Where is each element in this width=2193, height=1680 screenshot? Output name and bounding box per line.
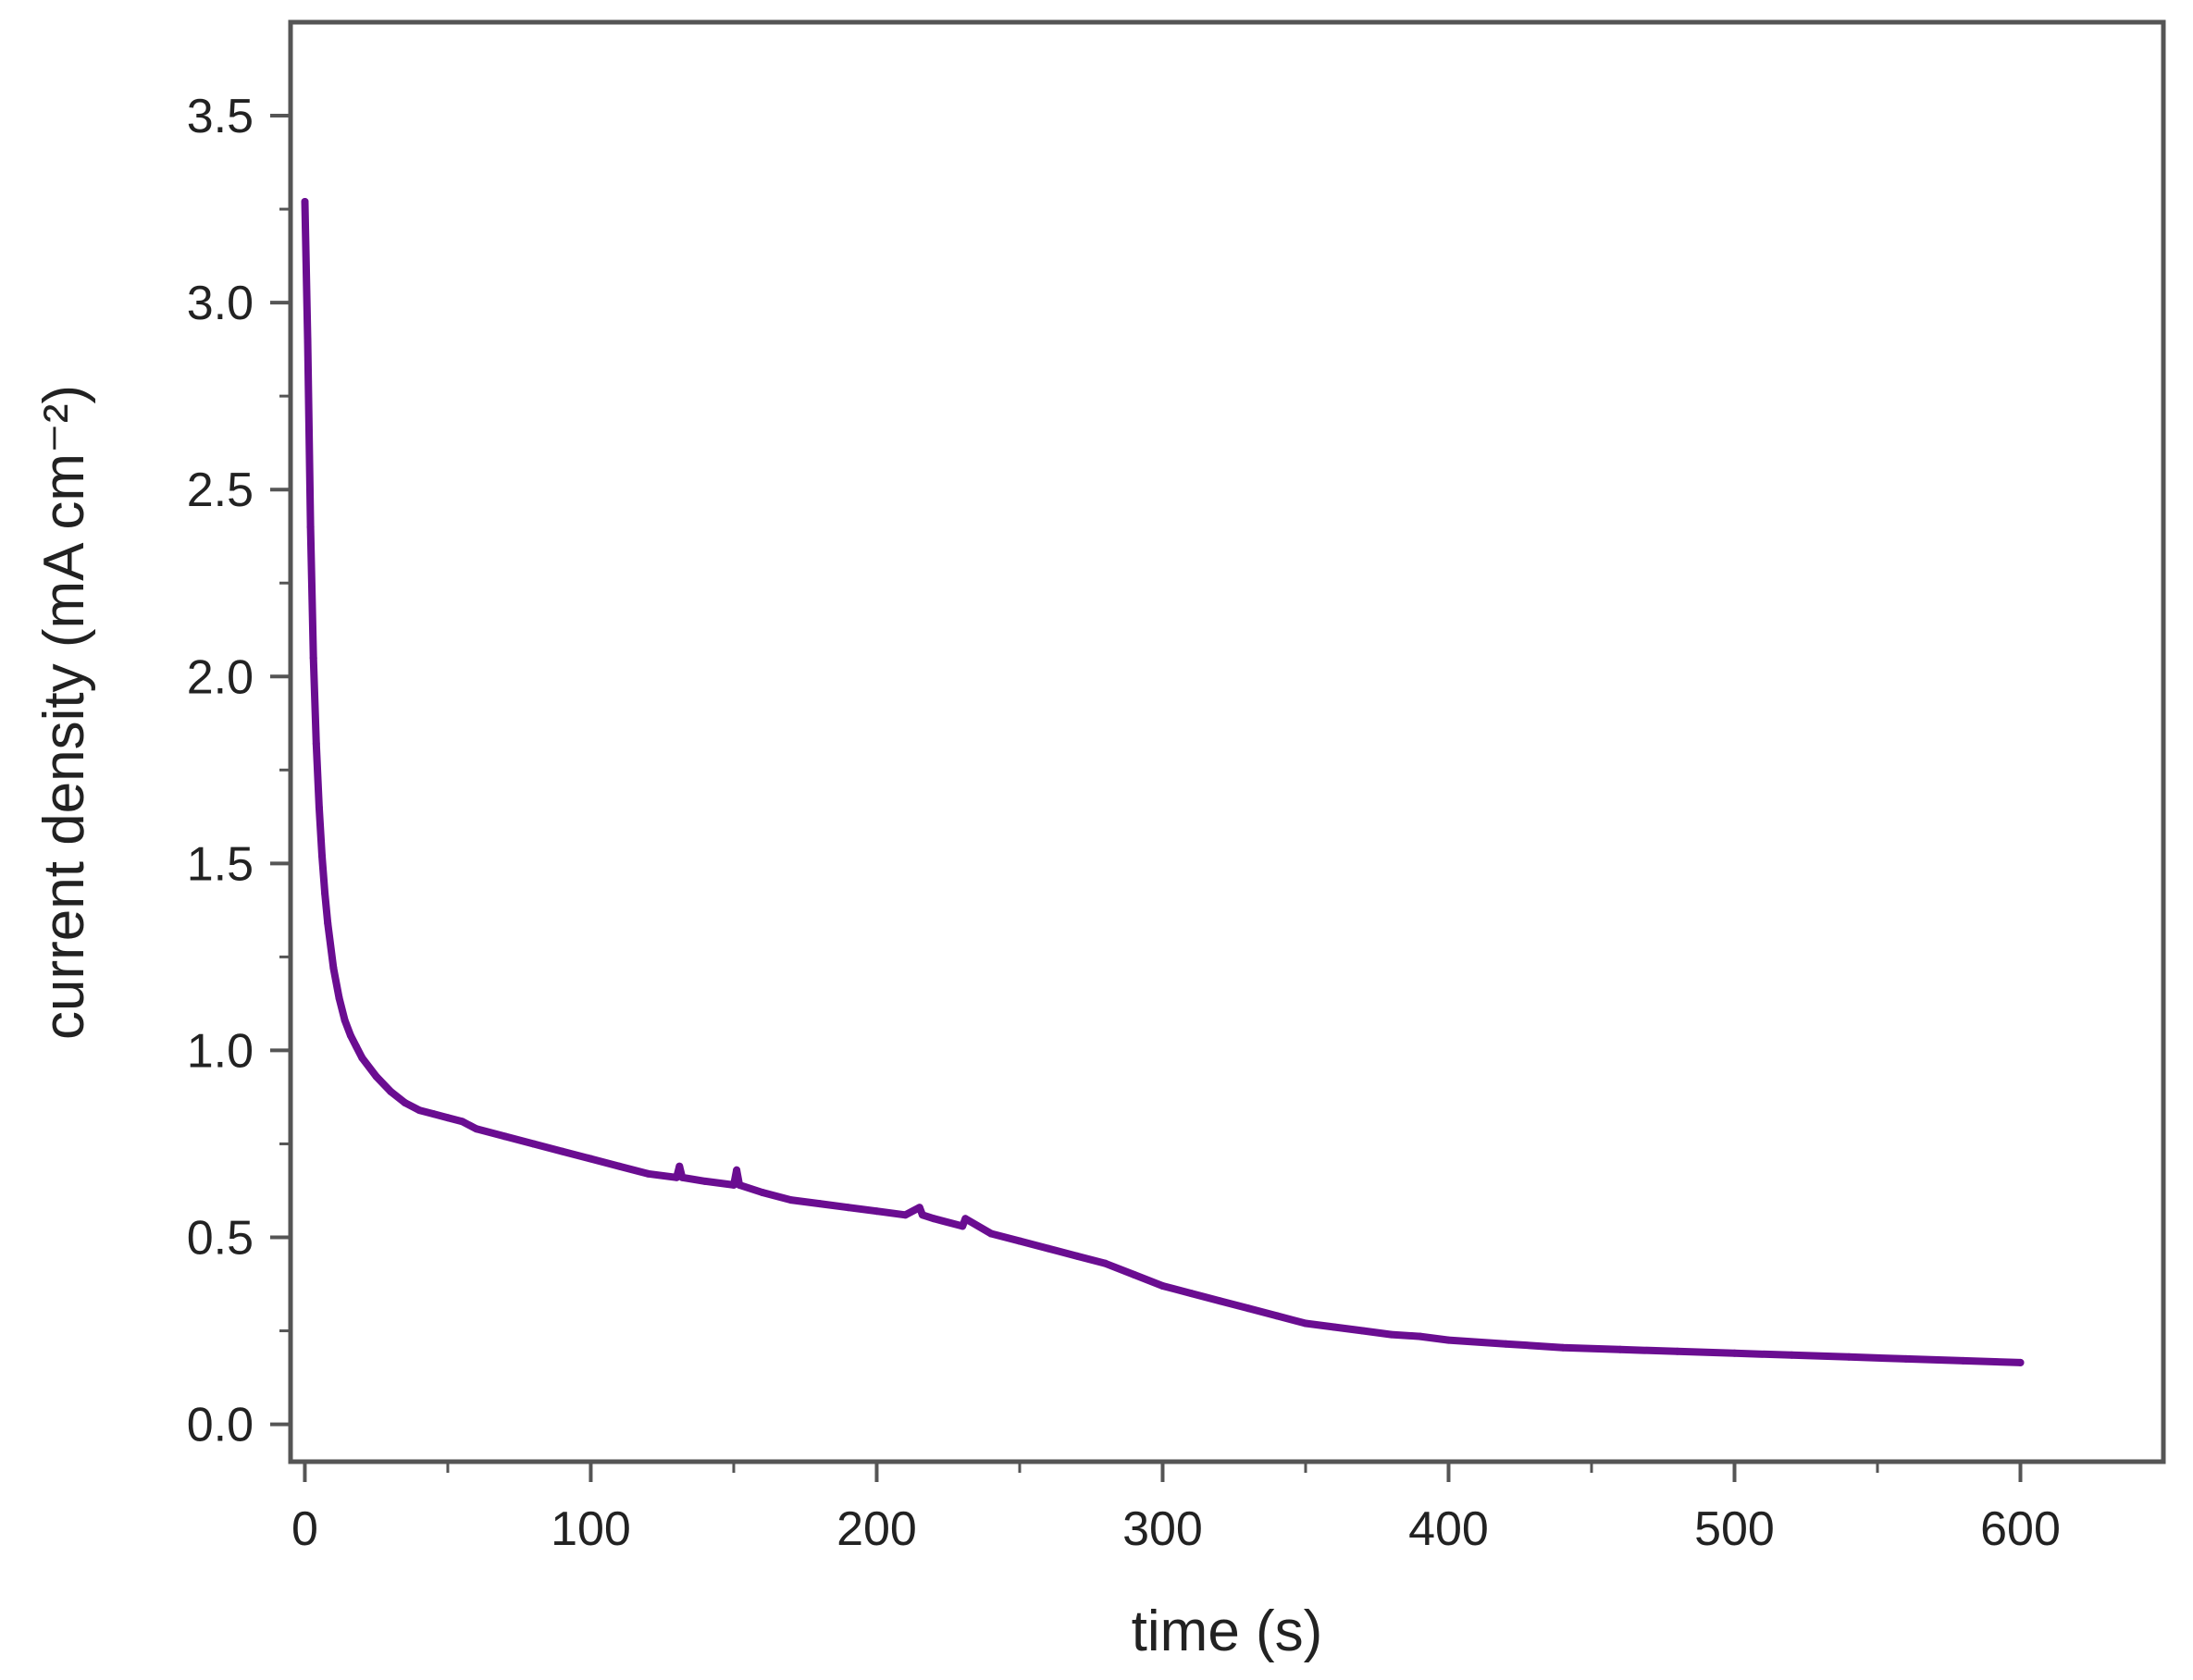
data-point xyxy=(1559,1343,1567,1352)
data-point xyxy=(372,1072,380,1081)
data-point xyxy=(558,1147,566,1155)
data-point xyxy=(901,1211,910,1219)
x-tick-label: 400 xyxy=(1408,1502,1489,1556)
data-point xyxy=(501,1132,509,1141)
data-point xyxy=(324,920,332,927)
data-point xyxy=(644,1169,652,1178)
data-point xyxy=(915,1204,923,1212)
y-axis-ticks: 0.0 0.5 1.0 1.5 2.0 2.5 3.0 3.5 xyxy=(187,90,291,1452)
data-point xyxy=(873,1207,881,1216)
data-point xyxy=(309,654,317,662)
series-line xyxy=(301,198,2025,1366)
data-point xyxy=(315,803,323,811)
data-point xyxy=(1444,1336,1453,1344)
y-tick-label: 1.5 xyxy=(187,837,254,891)
data-point xyxy=(736,1180,744,1189)
x-tick-label: 200 xyxy=(836,1502,917,1556)
data-point xyxy=(730,1180,737,1189)
data-point xyxy=(1673,1347,1681,1355)
data-point xyxy=(415,1106,424,1115)
data-point xyxy=(1072,1252,1081,1260)
y-axis-title: current density (mA cm⁻²) xyxy=(32,385,96,1040)
data-point xyxy=(815,1200,824,1208)
data-point xyxy=(304,336,312,344)
data-point xyxy=(678,1173,687,1181)
data-point xyxy=(1502,1340,1510,1348)
data-point xyxy=(615,1162,624,1170)
data-point xyxy=(930,1215,938,1223)
data-point xyxy=(1358,1327,1367,1335)
y-tick-label: 0.5 xyxy=(187,1212,254,1266)
data-point xyxy=(301,198,309,205)
data-point xyxy=(1730,1349,1739,1357)
data-point xyxy=(312,740,320,747)
data-point xyxy=(335,994,343,1002)
data-point xyxy=(444,1114,452,1122)
data-point xyxy=(1416,1332,1424,1340)
data-point xyxy=(353,1043,361,1051)
plot-frame xyxy=(288,19,2166,1464)
y-tick-label: 3.5 xyxy=(187,90,254,143)
data-point xyxy=(529,1140,538,1148)
data-point xyxy=(1130,1270,1138,1279)
data-point xyxy=(587,1155,595,1163)
data-point xyxy=(387,1087,395,1095)
data-point xyxy=(1302,1319,1309,1328)
data-point xyxy=(472,1125,480,1133)
data-point xyxy=(429,1110,438,1118)
data-point xyxy=(306,523,315,531)
data-point xyxy=(1788,1351,1796,1359)
x-axis-title: time (s) xyxy=(1132,1600,1323,1663)
y-tick-label: 1.0 xyxy=(187,1024,254,1078)
data-point xyxy=(1101,1259,1109,1267)
data-point xyxy=(346,1031,354,1040)
data-point xyxy=(1330,1323,1338,1331)
data-point xyxy=(758,1189,766,1196)
y-tick-label: 2.5 xyxy=(187,463,254,517)
data-point xyxy=(2016,1358,2025,1366)
data-point xyxy=(358,1054,366,1062)
data-point xyxy=(321,889,329,897)
data-point xyxy=(458,1118,466,1126)
data-point xyxy=(401,1099,409,1106)
x-tick-label: 0 xyxy=(291,1502,318,1556)
y-tick-label: 2.0 xyxy=(187,650,254,704)
data-point xyxy=(329,964,338,972)
data-point xyxy=(1158,1282,1167,1290)
data-point xyxy=(1044,1244,1052,1253)
data-point xyxy=(1387,1330,1395,1339)
data-point xyxy=(733,1166,741,1174)
data-point xyxy=(844,1204,852,1212)
data-point xyxy=(701,1177,710,1185)
x-tick-label: 100 xyxy=(551,1502,631,1556)
data-point xyxy=(673,1173,681,1181)
x-tick-label: 300 xyxy=(1122,1502,1203,1556)
data-point xyxy=(1902,1354,1910,1363)
data-point xyxy=(1216,1297,1224,1305)
x-axis-ticks: 0 100 200 300 400 500 600 xyxy=(291,1462,2061,1556)
x-tick-label: 600 xyxy=(1980,1502,2061,1556)
data-point xyxy=(341,1017,349,1025)
data-point xyxy=(987,1229,996,1238)
y-tick-label: 3.0 xyxy=(187,277,254,330)
y-tick-label: 0.0 xyxy=(187,1399,254,1452)
data-point xyxy=(318,852,326,860)
data-point xyxy=(1016,1237,1023,1245)
data-point xyxy=(1845,1353,1853,1361)
data-point xyxy=(1245,1304,1253,1313)
data-point xyxy=(918,1211,926,1219)
data-point xyxy=(675,1162,684,1170)
data-point xyxy=(1187,1290,1196,1298)
data-point xyxy=(1959,1356,1967,1365)
data-point xyxy=(787,1196,795,1204)
data-point xyxy=(1616,1345,1624,1353)
x-tick-label: 500 xyxy=(1694,1502,1775,1556)
data-point xyxy=(961,1215,970,1223)
data-point xyxy=(959,1222,967,1230)
data-points xyxy=(301,198,2025,1366)
data-point xyxy=(1273,1312,1282,1320)
